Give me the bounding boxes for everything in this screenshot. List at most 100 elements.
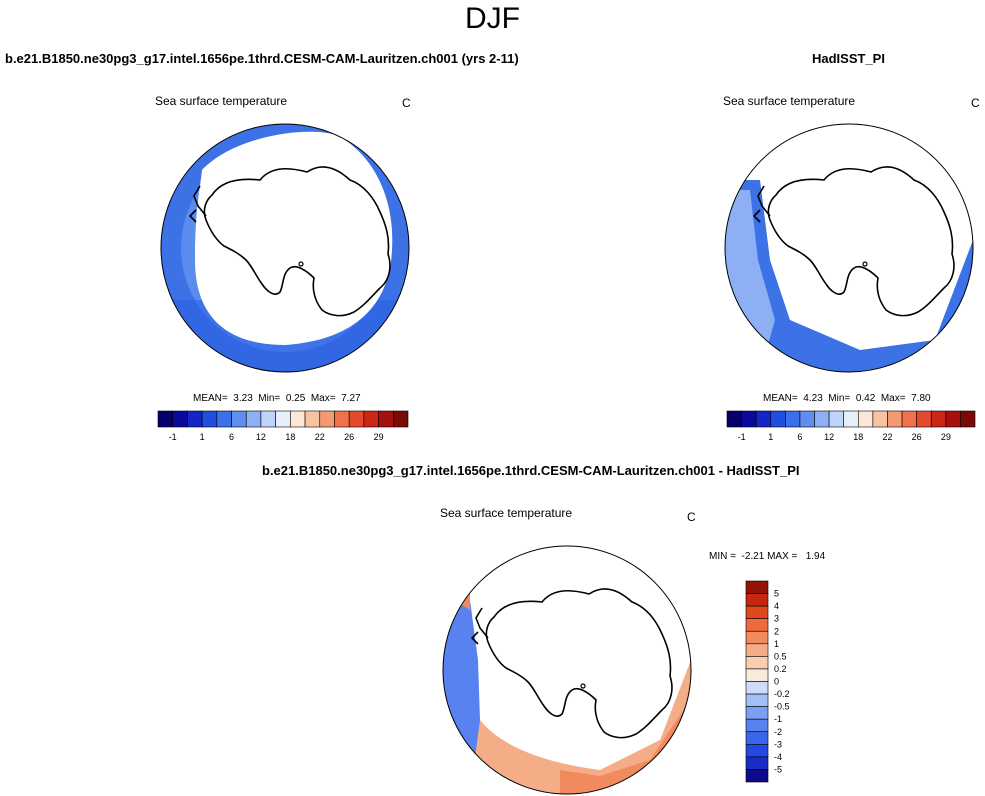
obs-colorbar-swatch [770, 410, 786, 428]
obs-colorbar-swatch [799, 410, 815, 428]
model-variable-label: Sea surface temperature [155, 94, 288, 108]
model-colorbar-swatch [348, 410, 365, 428]
model-colorbar-swatch [157, 410, 174, 428]
obs-colorbar-swatch [755, 410, 772, 428]
model-colorbar-swatch [260, 410, 276, 428]
model-colorbar-swatch [216, 410, 232, 428]
diff-colorbar-swatch [745, 756, 769, 770]
diff-colorbar-swatch [745, 605, 769, 619]
obs-colorbar-swatch [814, 410, 830, 428]
diff-colorbar-swatch [745, 706, 769, 720]
diff-colorbar-tick-label: -0.2 [774, 689, 790, 699]
model-colorbar-swatch [334, 410, 350, 428]
diff-colorbar-tick-label: 0 [774, 677, 779, 687]
obs-stats: MEAN= 4.23 Min= 0.42 Max= 7.80 [763, 393, 931, 404]
obs-variable-label: Sea surface temperature [723, 94, 856, 108]
diff-units-label: C [687, 510, 696, 524]
model-colorbar-tick-label: 22 [315, 432, 325, 442]
diff-map [443, 546, 691, 794]
obs-colorbar-swatch [945, 410, 961, 428]
obs-colorbar-swatch [843, 410, 859, 428]
diff-colorbar-tick-label: 5 [774, 589, 779, 599]
model-map [161, 124, 409, 372]
model-colorbar-tick-label: 6 [229, 432, 234, 442]
obs-colorbar-swatch [726, 410, 742, 428]
obs-colorbar-swatch [857, 410, 874, 428]
model-colorbar-swatch [378, 410, 394, 428]
obs-colorbar-tick-label: 22 [882, 432, 892, 442]
diff-colorbar-tick-label: 1 [774, 639, 779, 649]
diff-colorbar-swatch [745, 769, 769, 783]
diff-stats: MIN = -2.21 MAX = 1.94 [709, 551, 826, 562]
obs-colorbar-tick-label: 1 [768, 432, 773, 442]
obs-map-border [724, 123, 974, 373]
diff-colorbar-tick-label: -2 [774, 727, 782, 737]
diff-colorbar-tick-label: -4 [774, 752, 782, 762]
obs-colorbar-swatch [872, 410, 888, 428]
diff-colorbar: 5 4 3 2 1 0.5 0.2 0 -0.2 -0.5 -1 -2 -3 -4 -5 [745, 580, 790, 783]
diff-colorbar-swatch [745, 668, 769, 682]
model-colorbar-swatch [363, 410, 379, 428]
diff-map-border [442, 545, 692, 795]
model-colorbar: -1 1 6 12 18 22 26 29 [157, 410, 409, 442]
model-colorbar-tick-label: -1 [169, 432, 177, 442]
model-colorbar-tick-label: 18 [285, 432, 295, 442]
obs-colorbar: -1 1 6 12 18 22 26 29 [726, 410, 976, 442]
diff-colorbar-tick-label: -3 [774, 739, 782, 749]
diff-colorbar-swatch [745, 656, 769, 670]
diff-colorbar-tick-label: 4 [774, 601, 779, 611]
model-colorbar-swatch [304, 410, 321, 428]
model-map-border [160, 123, 410, 373]
obs-colorbar-swatch [887, 410, 903, 428]
model-colorbar-swatch [201, 410, 218, 428]
obs-colorbar-swatch [930, 410, 947, 428]
diff-colorbar-swatch [745, 718, 769, 733]
diff-colorbar-swatch [745, 618, 769, 632]
obs-case-title: HadISST_PI [812, 51, 885, 66]
model-colorbar-swatch [172, 410, 188, 428]
obs-colorbar-tick-label: 6 [797, 432, 802, 442]
obs-units-label: C [971, 96, 980, 110]
diff-colorbar-swatch [745, 693, 769, 707]
diff-colorbar-tick-label: 0.5 [774, 651, 787, 661]
obs-colorbar-tick-label: 26 [912, 432, 922, 442]
diff-colorbar-tick-label: -0.5 [774, 702, 790, 712]
model-colorbar-swatch [392, 410, 409, 428]
diff-colorbar-swatch [745, 681, 769, 695]
model-case-title: b.e21.B1850.ne30pg3_g17.intel.1656pe.1th… [5, 51, 519, 66]
obs-colorbar-swatch [960, 410, 976, 428]
diff-colorbar-swatch [745, 744, 769, 758]
model-colorbar-swatch [290, 410, 306, 428]
diff-colorbar-swatch [745, 643, 769, 657]
diff-colorbar-tick-label: 0.2 [774, 664, 787, 674]
diff-colorbar-swatch [745, 731, 769, 745]
obs-colorbar-tick-label: 12 [824, 432, 834, 442]
model-colorbar-tick-label: 12 [256, 432, 266, 442]
diff-colorbar-tick-label: 2 [774, 626, 779, 636]
diff-colorbar-swatch [745, 580, 769, 594]
model-colorbar-swatch [319, 410, 335, 428]
obs-colorbar-swatch [916, 410, 932, 428]
diff-colorbar-tick-label: -1 [774, 714, 782, 724]
obs-colorbar-swatch [901, 410, 917, 428]
obs-colorbar-swatch [828, 410, 845, 428]
diff-variable-label: Sea surface temperature [440, 506, 573, 520]
diff-colorbar-tick-label: 3 [774, 614, 779, 624]
model-units-label: C [402, 96, 411, 110]
model-colorbar-swatch [187, 410, 203, 428]
model-colorbar-tick-label: 29 [374, 432, 384, 442]
model-colorbar-tick-label: 1 [200, 432, 205, 442]
obs-colorbar-swatch [741, 410, 757, 428]
diff-case-title: b.e21.B1850.ne30pg3_g17.intel.1656pe.1th… [262, 463, 800, 478]
model-colorbar-swatch [231, 410, 247, 428]
obs-colorbar-tick-label: -1 [738, 432, 746, 442]
diff-colorbar-swatch [745, 593, 769, 607]
obs-map [725, 124, 973, 372]
obs-colorbar-tick-label: 18 [853, 432, 863, 442]
model-colorbar-tick-label: 26 [344, 432, 354, 442]
model-colorbar-swatch [275, 410, 291, 428]
model-stats: MEAN= 3.23 Min= 0.25 Max= 7.27 [193, 393, 361, 404]
obs-colorbar-swatch [785, 410, 801, 428]
diff-colorbar-tick-label: -5 [774, 764, 782, 774]
